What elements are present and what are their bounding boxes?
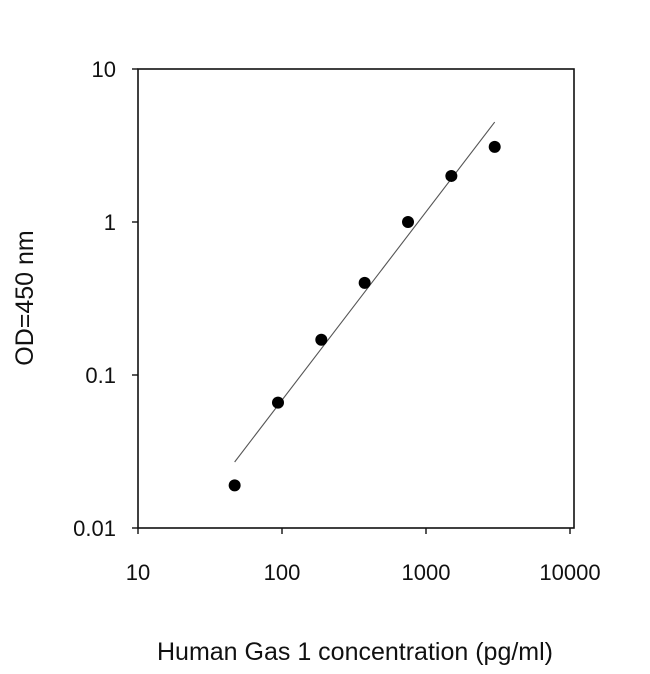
y-tick-label: 1	[104, 210, 116, 235]
x-axis-title: Human Gas 1 concentration (pg/ml)	[157, 638, 553, 666]
data-point	[402, 216, 415, 228]
y-tick-label: 0.1	[85, 363, 116, 388]
plot-frame	[137, 68, 575, 529]
data-point	[315, 333, 328, 346]
plot-border	[137, 68, 575, 529]
data-points	[228, 140, 501, 492]
data-point	[488, 140, 501, 153]
data-point	[228, 479, 241, 492]
data-point	[271, 396, 284, 409]
y-tick-label: 10	[92, 57, 116, 82]
data-point	[445, 169, 458, 182]
x-tick-label: 10000	[539, 560, 600, 585]
x-tick-label: 100	[264, 560, 301, 585]
y-axis-title: OD=450 nm	[11, 230, 39, 366]
x-tick-label: 10	[126, 560, 150, 585]
x-tick-labels: 10 100 1000 10000	[126, 560, 601, 585]
axis-ticks	[132, 68, 571, 534]
y-tick-labels: 0.01 0.1 1 10	[73, 57, 116, 541]
x-tick-label: 1000	[402, 560, 451, 585]
y-tick-label: 0.01	[73, 516, 116, 541]
data-point	[358, 276, 371, 289]
